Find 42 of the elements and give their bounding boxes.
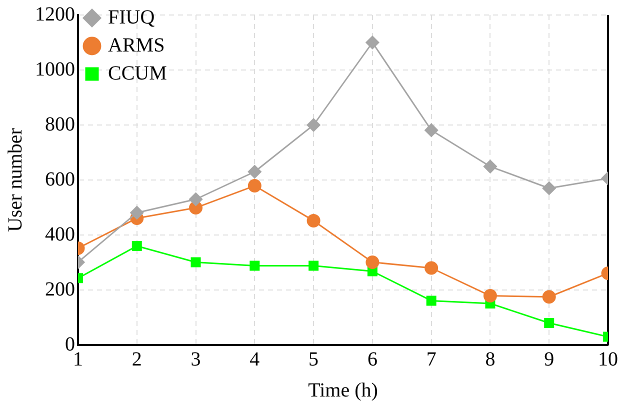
y-tick-label: 600 [45, 168, 75, 190]
point [424, 261, 438, 275]
point [132, 241, 142, 251]
point [542, 290, 556, 304]
y-tick-label: 200 [45, 278, 75, 300]
point [483, 160, 497, 174]
point [308, 260, 319, 271]
x-tick-label: 3 [190, 348, 201, 370]
x-tick-label: 4 [250, 348, 260, 370]
point [366, 255, 380, 269]
point [306, 118, 320, 132]
legend-label: ARMS [108, 34, 165, 56]
point [424, 123, 438, 137]
legend-label: FIUQ [108, 6, 156, 28]
y-tick-label: 1000 [35, 58, 75, 80]
x-tick-label: 8 [485, 348, 496, 370]
x-tick-label: 6 [367, 348, 378, 370]
point [130, 206, 144, 220]
x-tick-label: 10 [598, 348, 618, 370]
point [426, 296, 436, 306]
point [250, 260, 260, 271]
x-axis-title: Time (h) [308, 379, 378, 402]
point [306, 214, 320, 228]
point [248, 165, 262, 178]
y-tick-label: 0 [65, 333, 75, 356]
y-tick-label: 800 [45, 113, 75, 136]
legend-label: CCUM [108, 62, 168, 84]
point [542, 182, 556, 195]
point [189, 192, 203, 206]
point [366, 36, 380, 50]
point [248, 179, 262, 193]
x-tick-label: 9 [544, 348, 554, 370]
point [190, 257, 201, 268]
x-tick-label: 2 [132, 348, 142, 370]
x-tick-label: 7 [426, 348, 436, 370]
point [483, 289, 497, 303]
x-tick-label: 5 [308, 348, 319, 370]
y-axis-title: User number [4, 128, 26, 232]
y-tick-label: 1200 [35, 3, 75, 26]
x-tick-label: 1 [73, 348, 83, 370]
point [544, 318, 554, 328]
y-tick-label: 400 [45, 223, 75, 246]
